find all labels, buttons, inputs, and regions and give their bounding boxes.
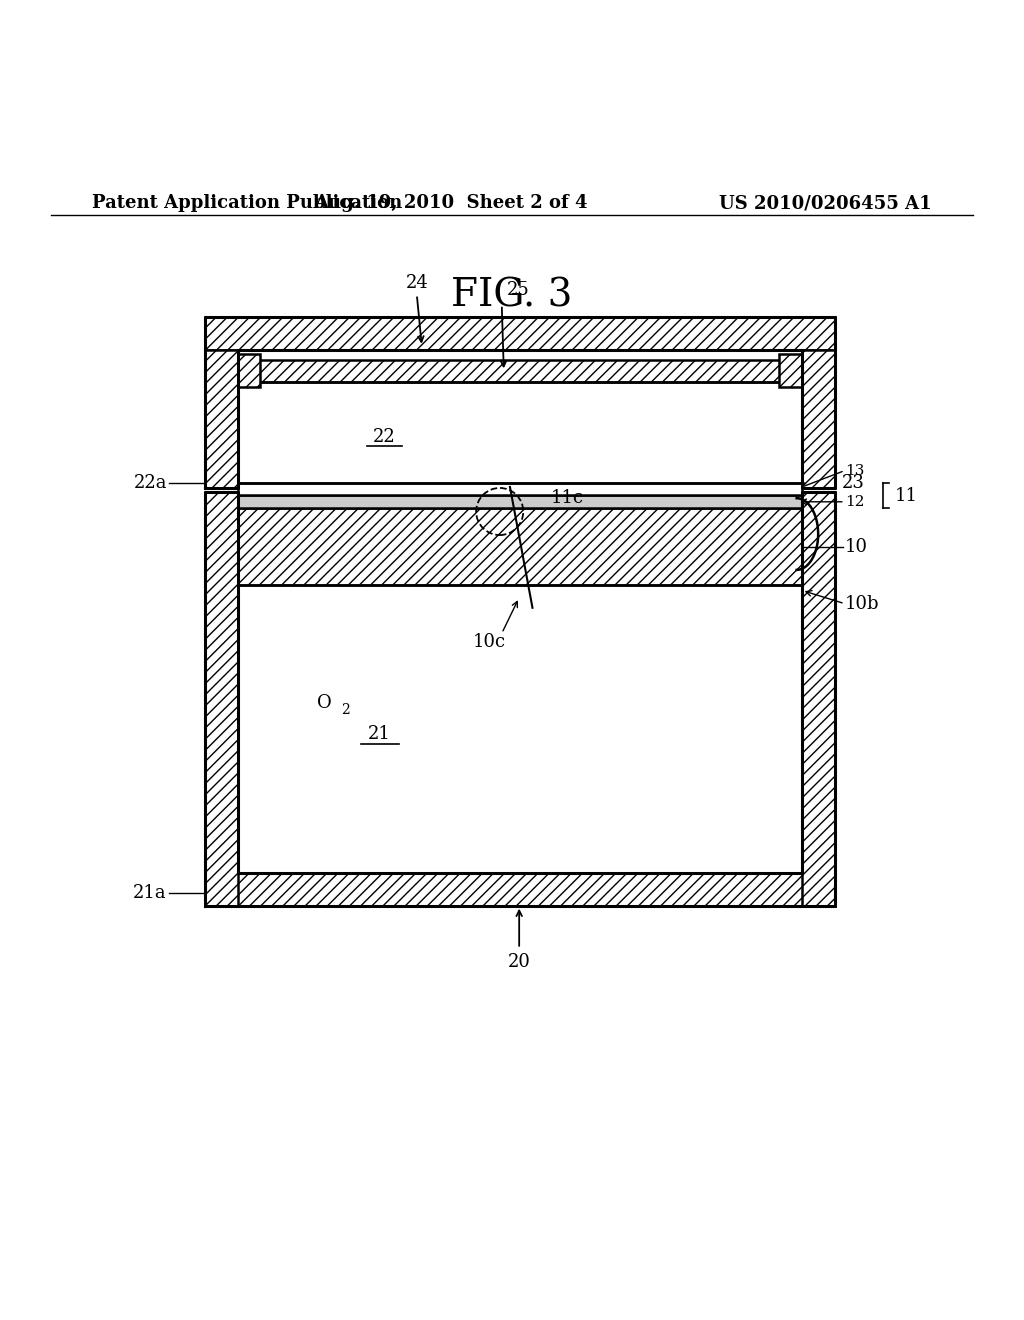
Text: 21: 21 [368, 725, 390, 743]
Text: 10c: 10c [473, 632, 506, 651]
Bar [238, 354, 260, 387]
Text: O: O [317, 694, 332, 711]
Bar [205, 492, 238, 906]
Bar [802, 492, 835, 906]
Text: US 2010/0206455 A1: US 2010/0206455 A1 [719, 194, 932, 213]
Text: FIG. 3: FIG. 3 [452, 279, 572, 315]
Text: 10: 10 [845, 537, 867, 556]
Bar [238, 508, 802, 873]
Text: 23: 23 [842, 474, 864, 492]
Text: 22a: 22a [133, 474, 167, 492]
Text: 12: 12 [845, 495, 864, 508]
Text: 24: 24 [406, 275, 428, 292]
Bar [802, 350, 835, 488]
Bar [238, 508, 802, 585]
Bar [238, 495, 802, 508]
Bar [254, 360, 785, 383]
Text: 21a: 21a [133, 884, 167, 903]
Bar [205, 873, 835, 906]
Bar [779, 354, 802, 387]
Text: 20: 20 [508, 953, 530, 972]
Text: 11c: 11c [551, 490, 584, 507]
Text: 22: 22 [373, 428, 395, 446]
Bar [205, 317, 835, 350]
Text: 25: 25 [507, 281, 529, 300]
Text: 2: 2 [341, 704, 350, 717]
Text: 13: 13 [845, 463, 864, 478]
Bar [205, 350, 238, 488]
Text: 11: 11 [895, 487, 918, 504]
Text: 10b: 10b [845, 595, 880, 612]
Bar [238, 483, 802, 495]
Bar [238, 350, 802, 488]
Text: Patent Application Publication: Patent Application Publication [92, 194, 402, 213]
Text: Aug. 19, 2010  Sheet 2 of 4: Aug. 19, 2010 Sheet 2 of 4 [313, 194, 588, 213]
